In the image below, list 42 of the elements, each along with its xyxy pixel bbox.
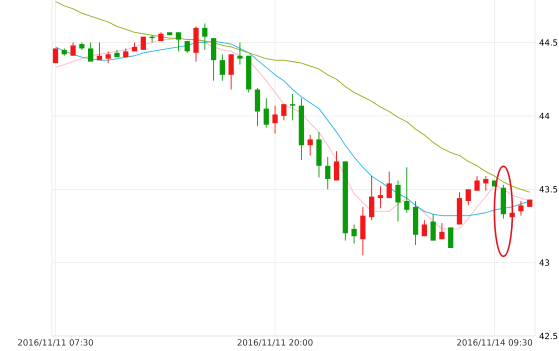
candlestick	[422, 220, 427, 237]
candlestick	[210, 38, 216, 82]
candlestick	[70, 42, 76, 56]
candlestick	[106, 50, 111, 64]
candlestick	[483, 176, 488, 192]
candlestick	[369, 176, 374, 221]
y-tick-label: 43.5	[539, 186, 558, 192]
candlestick	[378, 186, 384, 209]
x-tick-label: 2016/11/14 09:30	[457, 339, 532, 346]
candlestick	[176, 32, 182, 52]
candlestick	[404, 166, 410, 214]
y-tick-label: 42.5	[539, 332, 558, 340]
candlestick	[360, 206, 366, 256]
candlestick	[272, 105, 278, 134]
candlestick	[395, 180, 401, 222]
x-tick-label: 2016/11/11 07:30	[18, 339, 94, 346]
candlestick	[325, 156, 330, 190]
candlestick	[88, 42, 94, 62]
candlestick	[149, 34, 155, 43]
x-tick-label: 2016/11/11 20:00	[238, 339, 313, 346]
candlestick	[430, 214, 436, 242]
candlestick	[439, 222, 445, 240]
candlestick	[308, 134, 313, 156]
candlestick	[518, 200, 524, 216]
y-tick-label: 44	[539, 112, 550, 120]
candlestick	[474, 176, 480, 192]
candlestick	[334, 150, 340, 181]
candlestick	[254, 88, 260, 127]
candlestick	[448, 226, 454, 248]
candlestick	[184, 40, 190, 54]
candlestick	[466, 188, 471, 206]
candlestick	[140, 36, 146, 50]
y-tick-label: 43	[539, 259, 550, 266]
candlestick	[351, 224, 357, 244]
candlestick	[290, 93, 296, 121]
candlestick	[264, 98, 269, 128]
candlestick	[386, 171, 392, 199]
y-tick-label: 44.5	[539, 39, 558, 46]
candlestick	[228, 54, 234, 90]
candlestick	[202, 23, 208, 50]
candlestick	[281, 104, 286, 121]
candlestick	[220, 54, 225, 82]
